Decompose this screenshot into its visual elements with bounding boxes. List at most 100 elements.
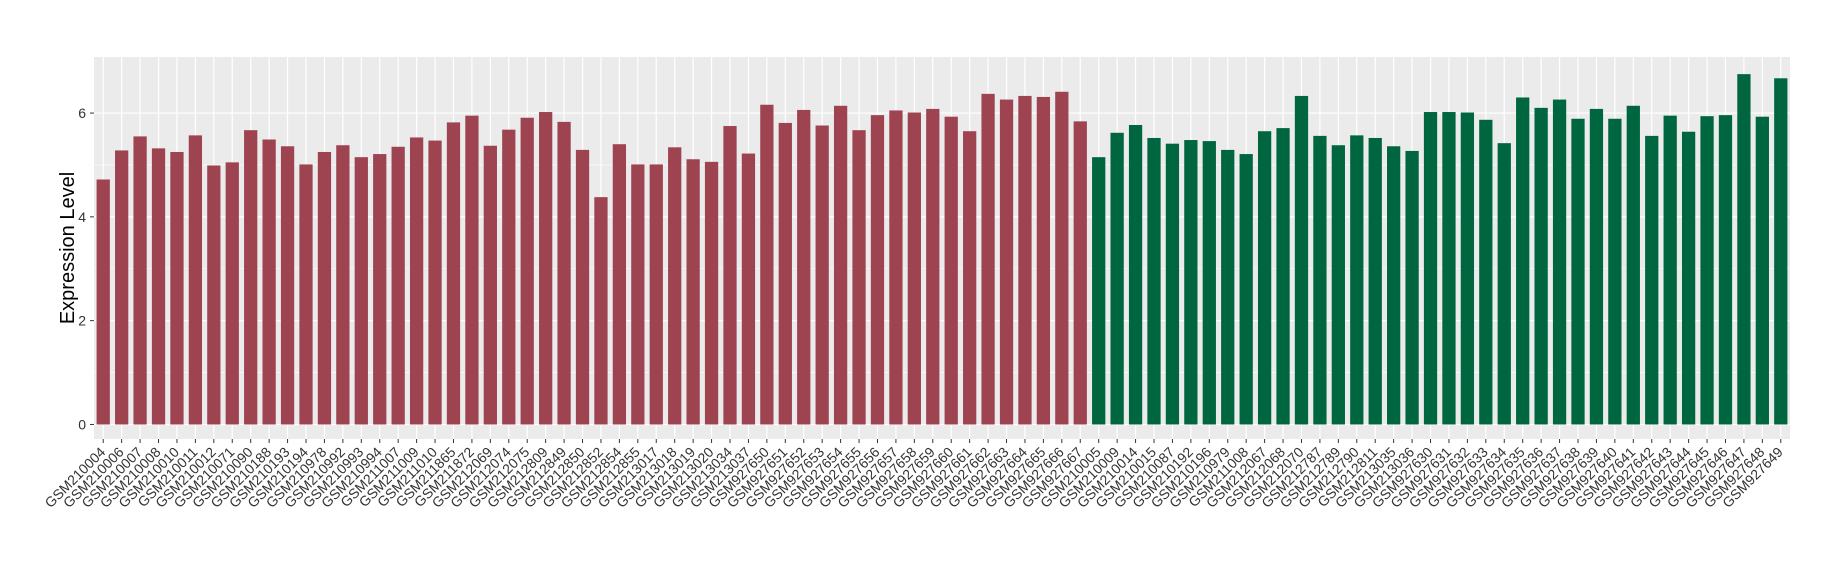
bar-GSM927636	[1534, 107, 1548, 425]
bar-GSM210196	[1202, 141, 1216, 425]
bar-GSM212074	[502, 129, 516, 425]
bar-GSM210014	[1128, 124, 1143, 425]
bar-GSM927662	[981, 93, 995, 425]
bar-GSM210978	[317, 151, 332, 425]
x-axis: GSM210004GSM210006GSM210007GSM210008GSM2…	[41, 439, 1786, 511]
bar-GSM210193	[280, 146, 295, 425]
bars	[96, 74, 1788, 425]
bar-GSM212855	[631, 164, 645, 425]
bar-GSM213037	[741, 153, 756, 425]
bar-GSM212070	[1294, 95, 1309, 425]
bar-GSM927646	[1718, 115, 1733, 425]
bar-GSM210006	[115, 150, 129, 425]
bar-GSM927660	[944, 116, 958, 425]
bar-GSM210994	[373, 154, 387, 425]
y-tick-label: 6	[78, 105, 86, 121]
bar-GSM210007	[133, 136, 147, 425]
bar-GSM210192	[1184, 140, 1198, 425]
bar-GSM212790	[1350, 135, 1364, 425]
bar-GSM927645	[1700, 116, 1714, 425]
bar-GSM927663	[999, 99, 1014, 425]
bar-GSM927665	[1036, 96, 1051, 425]
bar-GSM927640	[1608, 118, 1622, 425]
bar-GSM212854	[612, 144, 627, 425]
bar-GSM211008	[1239, 154, 1253, 425]
bar-GSM927648	[1755, 116, 1769, 425]
bar-GSM211007	[391, 146, 405, 425]
bar-GSM213019	[686, 159, 700, 425]
bar-GSM927643	[1663, 115, 1677, 425]
bar-GSM927633	[1479, 119, 1493, 425]
bar-GSM213018	[668, 147, 682, 425]
bar-GSM927657	[889, 110, 903, 425]
bar-GSM210005	[1092, 157, 1106, 425]
bar-GSM210010	[170, 151, 184, 425]
bar-GSM927638	[1571, 118, 1585, 425]
bar-GSM927634	[1497, 143, 1511, 425]
bar-GSM212809	[539, 112, 553, 425]
bar-GSM927667	[1073, 121, 1087, 425]
bar-GSM210015	[1147, 137, 1161, 425]
bar-GSM210012	[207, 165, 221, 425]
bar-GSM927631	[1442, 112, 1456, 425]
bar-GSM211865	[446, 122, 461, 425]
bar-GSM211010	[428, 140, 442, 425]
bar-GSM927642	[1645, 135, 1659, 425]
bar-GSM927656	[870, 115, 885, 425]
bar-GSM927644	[1681, 131, 1696, 425]
bar-GSM927641	[1626, 105, 1640, 425]
bar-GSM927666	[1055, 91, 1069, 425]
bar-GSM210992	[336, 145, 350, 425]
y-axis: 0 2 4 6	[78, 105, 94, 432]
bar-GSM210188	[262, 139, 276, 425]
bar-GSM927647	[1737, 74, 1751, 425]
bar-GSM213034	[723, 126, 737, 425]
bar-GSM927639	[1589, 108, 1604, 425]
bar-GSM212067	[1257, 131, 1272, 425]
bar-GSM213035	[1387, 146, 1401, 425]
bar-GSM210009	[1110, 132, 1124, 425]
bar-GSM927655	[852, 130, 866, 425]
bar-GSM212789	[1331, 145, 1345, 425]
bar-GSM927658	[907, 112, 921, 425]
bar-GSM210993	[354, 157, 368, 425]
bar-GSM210071	[225, 162, 239, 425]
bar-GSM212069	[483, 145, 497, 425]
bar-GSM212787	[1313, 135, 1327, 425]
bar-GSM213020	[704, 161, 719, 425]
bar-GSM927630	[1423, 112, 1438, 425]
y-tick-label: 0	[78, 416, 86, 432]
bar-GSM213017	[649, 164, 663, 425]
bar-GSM927651	[778, 122, 792, 425]
bar-GSM210087	[1165, 143, 1180, 425]
bar-GSM927649	[1774, 78, 1788, 425]
bar-GSM927664	[1018, 95, 1032, 425]
bar-GSM927635	[1516, 97, 1530, 425]
bar-GSM927650	[760, 104, 774, 425]
bar-GSM212068	[1276, 128, 1290, 425]
bar-GSM927654	[833, 105, 848, 425]
bar-GSM213036	[1405, 150, 1419, 425]
y-tick-label: 4	[78, 209, 86, 225]
bar-GSM927637	[1552, 99, 1567, 425]
bar-GSM211009	[409, 137, 424, 425]
bar-GSM212075	[520, 117, 534, 425]
bar-GSM212852	[594, 197, 608, 425]
bar-GSM927632	[1460, 112, 1475, 425]
bar-GSM210004	[96, 179, 110, 425]
bar-GSM927653	[815, 125, 829, 425]
y-axis-title: Expression Level	[57, 172, 79, 324]
bar-GSM210008	[151, 148, 166, 425]
bar-GSM927659	[926, 108, 940, 425]
bar-GSM211872	[465, 115, 479, 425]
bar-GSM927661	[963, 131, 977, 425]
bar-GSM212850	[575, 149, 590, 425]
bar-GSM927652	[797, 109, 811, 425]
y-tick-label: 2	[78, 313, 86, 329]
bar-GSM212849	[557, 121, 571, 425]
bar-GSM210194	[299, 164, 313, 425]
bar-GSM210979	[1221, 149, 1235, 425]
bar-GSM210011	[188, 135, 203, 425]
bar-GSM210090	[244, 130, 258, 425]
